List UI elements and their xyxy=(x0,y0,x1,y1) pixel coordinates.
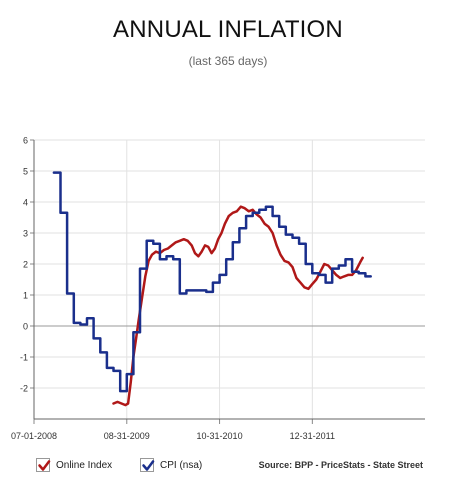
x-tick-label: 08-31-2009 xyxy=(104,431,150,441)
y-tick-label: 0 xyxy=(23,322,28,332)
legend-checkbox-cpi[interactable] xyxy=(140,458,155,472)
legend-item-online-index[interactable]: Online Index xyxy=(36,458,112,472)
legend-label-online-index: Online Index xyxy=(56,459,113,471)
source-note: Source: BPP - PriceStats - State Street xyxy=(258,460,423,470)
legend-checkbox-online-index[interactable] xyxy=(36,458,51,472)
x-tick-label: 07-01-2008 xyxy=(11,431,57,441)
y-tick-label: 6 xyxy=(23,136,28,146)
x-tick-label: 10-31-2010 xyxy=(197,431,243,441)
y-tick-label: -2 xyxy=(20,384,28,394)
legend-label-cpi: CPI (nsa) xyxy=(160,459,203,471)
y-tick-label: 1 xyxy=(23,291,28,301)
legend-item-cpi[interactable]: CPI (nsa) xyxy=(140,458,202,472)
series-line-1 xyxy=(52,171,372,393)
y-tick-label: 4 xyxy=(23,198,28,208)
y-tick-label: 3 xyxy=(23,229,28,239)
chart-subtitle: (last 365 days) xyxy=(188,54,268,68)
check-icon xyxy=(142,460,155,471)
y-tick-label: -1 xyxy=(20,353,28,363)
series-line-0 xyxy=(112,205,364,407)
y-tick-label: 5 xyxy=(23,167,28,177)
x-tick-label: 12-31-2011 xyxy=(290,431,335,441)
legend: Online Index CPI (nsa) Source: BPP - Pri… xyxy=(0,458,456,478)
y-tick-label: 2 xyxy=(23,260,28,270)
check-icon xyxy=(38,460,51,471)
chart-title: ANNUAL INFLATION xyxy=(113,16,343,43)
